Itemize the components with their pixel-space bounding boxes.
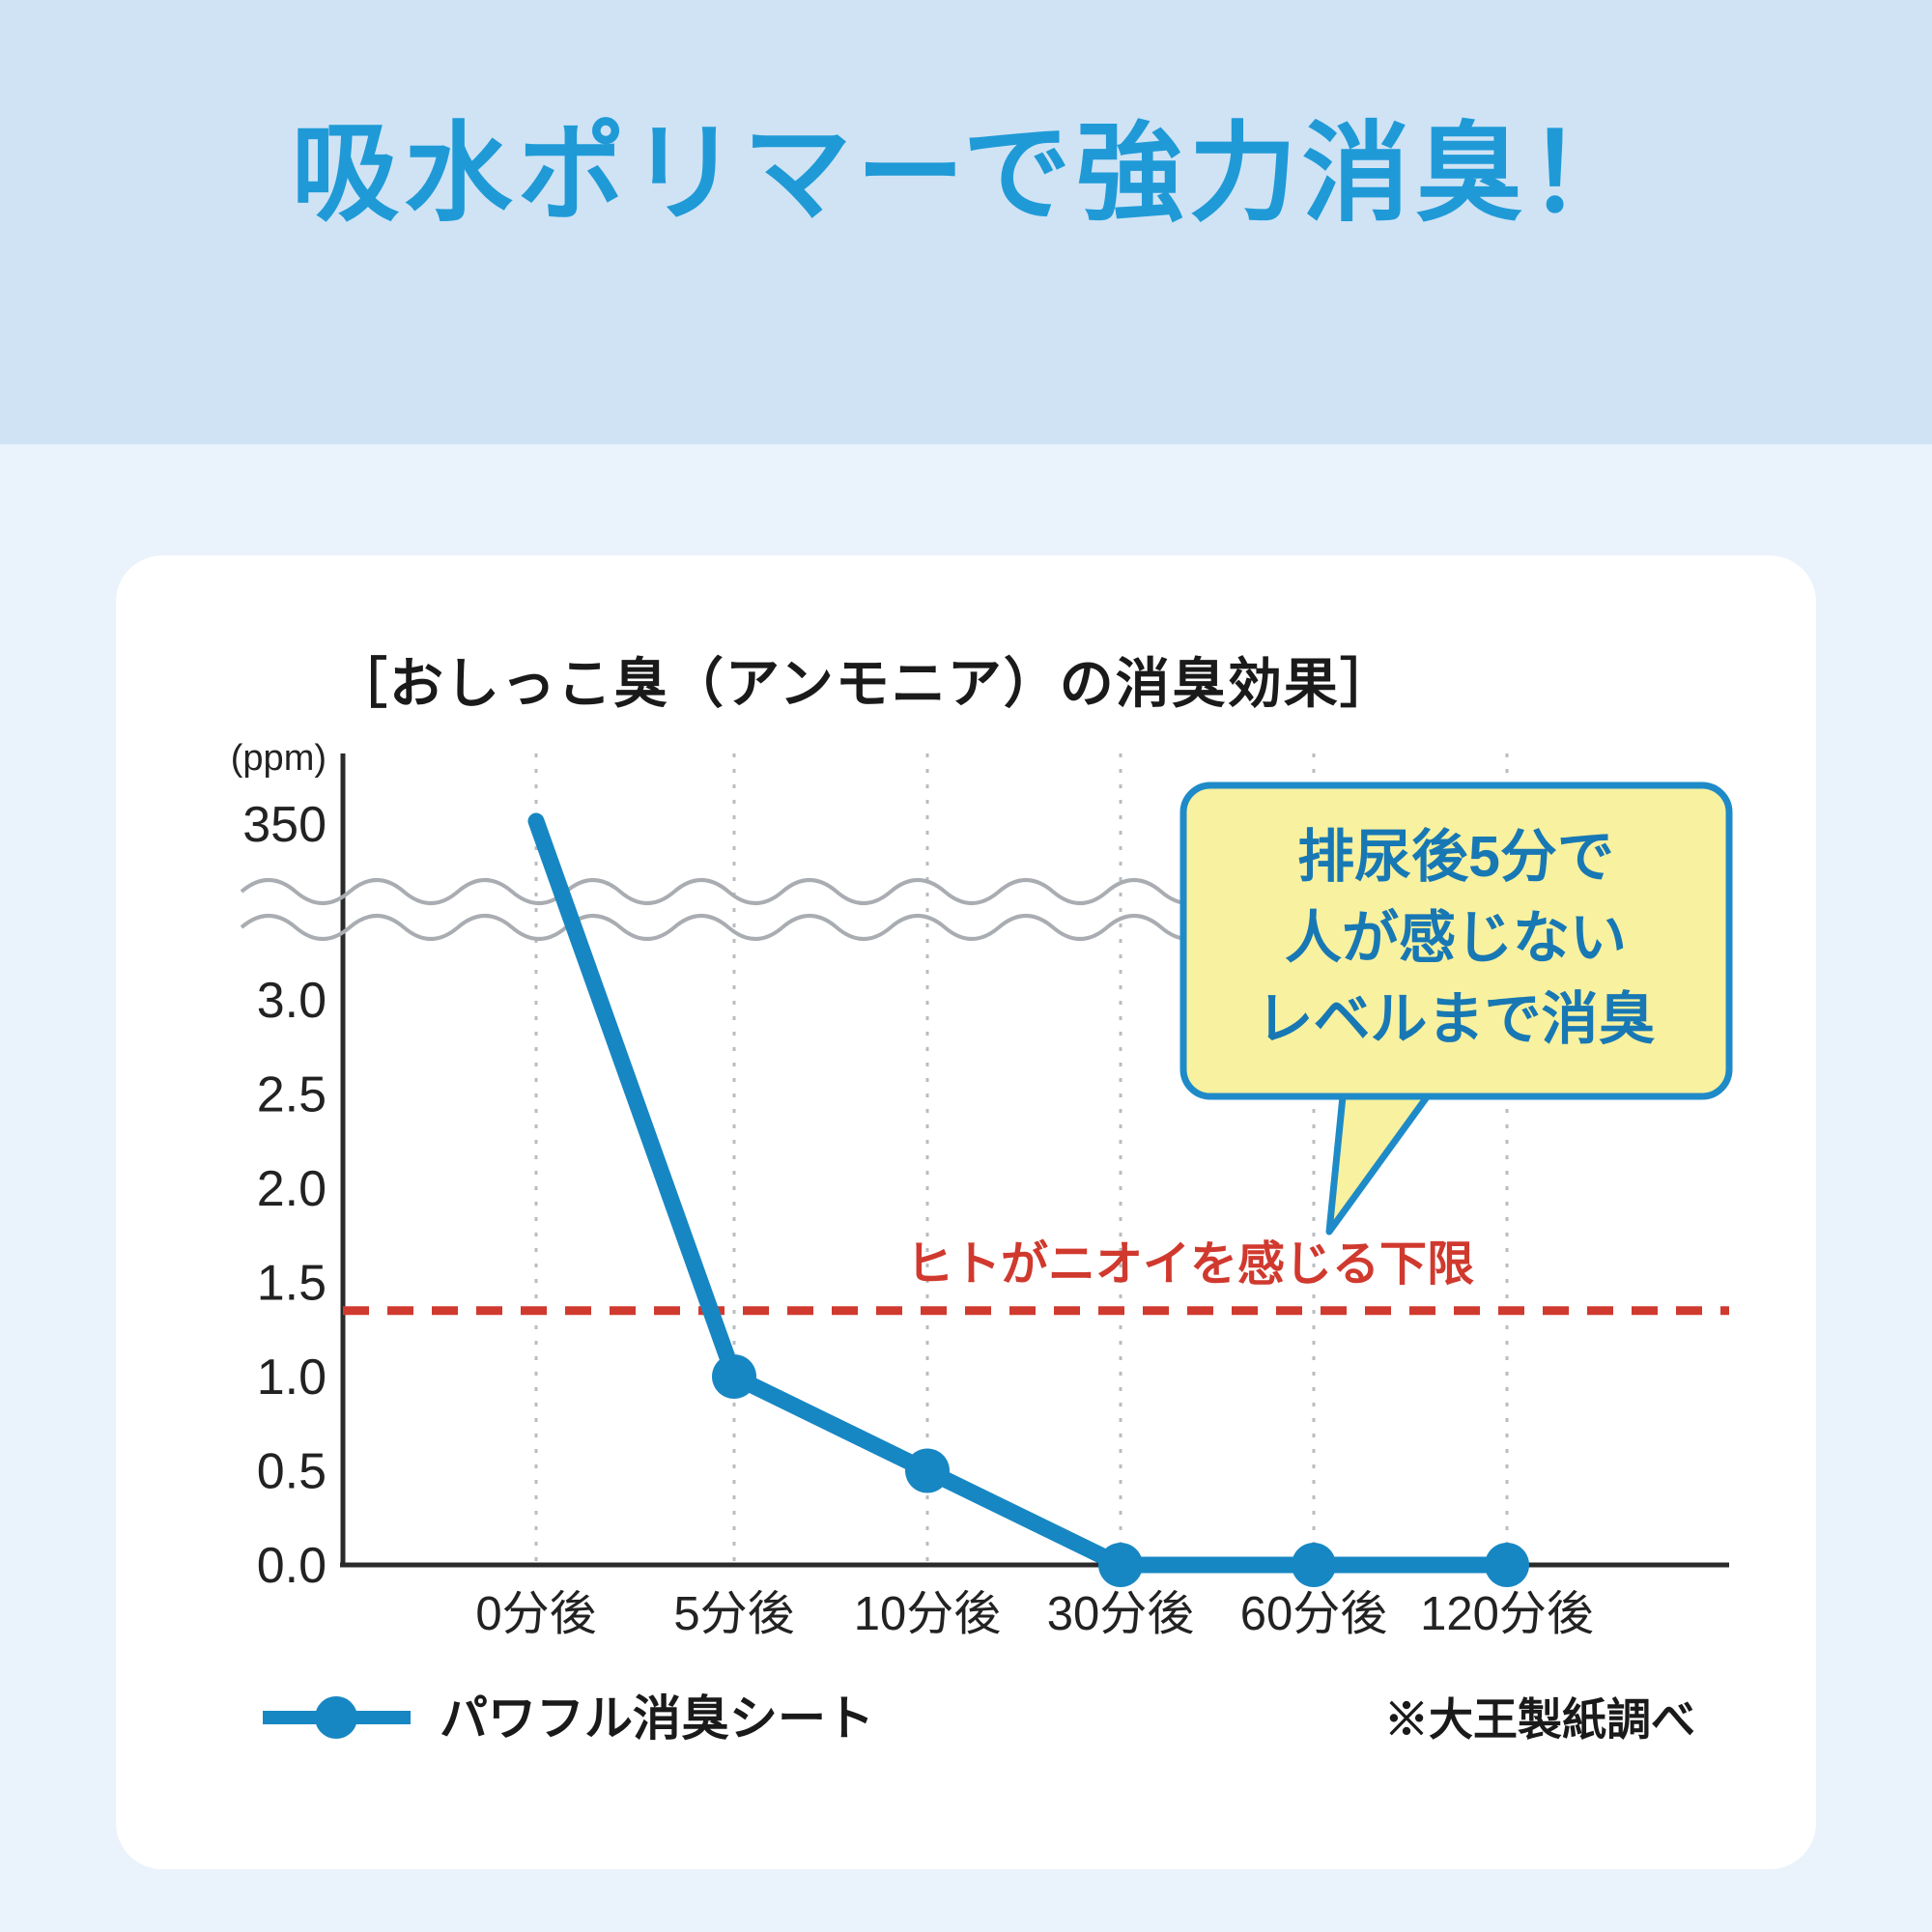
callout-text-line: 排尿後5分で [1297,825,1614,889]
page-title: 吸水ポリマーで強力消臭！ [291,113,1641,234]
y-tick-label: 1.5 [257,1256,327,1312]
y-tick-label: 0.0 [257,1538,327,1594]
y-tick-label: 0.5 [257,1444,327,1500]
data-point [905,1448,950,1493]
x-tick-label: 10分後 [854,1588,1002,1640]
data-point [712,1354,756,1399]
series-line [527,812,1516,1574]
y-tick-label: 1.0 [257,1350,327,1406]
chart-title: ［おしっこ臭（アンモニア）の消臭効果］ [333,653,1396,714]
legend-label: パワフル消臭シート [440,1691,874,1746]
data-point [1485,1543,1529,1587]
x-tick-label: 30分後 [1047,1588,1195,1640]
y-tick-label: 2.0 [257,1161,327,1217]
data-point [1098,1543,1143,1587]
callout-box [1179,781,1733,1100]
y-tick-label: 2.5 [257,1067,327,1123]
y-tick-label-top: 350 [242,797,327,853]
data-point [1292,1543,1336,1587]
x-tick-label: 120分後 [1420,1588,1594,1640]
y-tick-label: 3.0 [257,973,327,1029]
callout-text-line: 人が感じない [1285,906,1627,970]
callout-pointer [1325,1073,1445,1236]
threshold-label: ヒトがニオイを感じる下限 [906,1238,1474,1291]
callout-text-line: レベルまで消臭 [1256,987,1655,1051]
x-tick-label: 0分後 [475,1588,596,1640]
x-tick-label: 60分後 [1240,1588,1388,1640]
header-banner: 吸水ポリマーで強力消臭！ [0,0,1932,444]
x-tick-label: 5分後 [673,1588,794,1640]
chart-card: ［おしっこ臭（アンモニア）の消臭効果］ ヒトがニオイを感じる下限 排尿後5分で 人が… [116,555,1816,1869]
legend-marker [315,1696,357,1739]
chart-footnote: ※大王製紙調べ [1384,1694,1695,1745]
y-axis-unit: (ppm) [231,738,327,779]
